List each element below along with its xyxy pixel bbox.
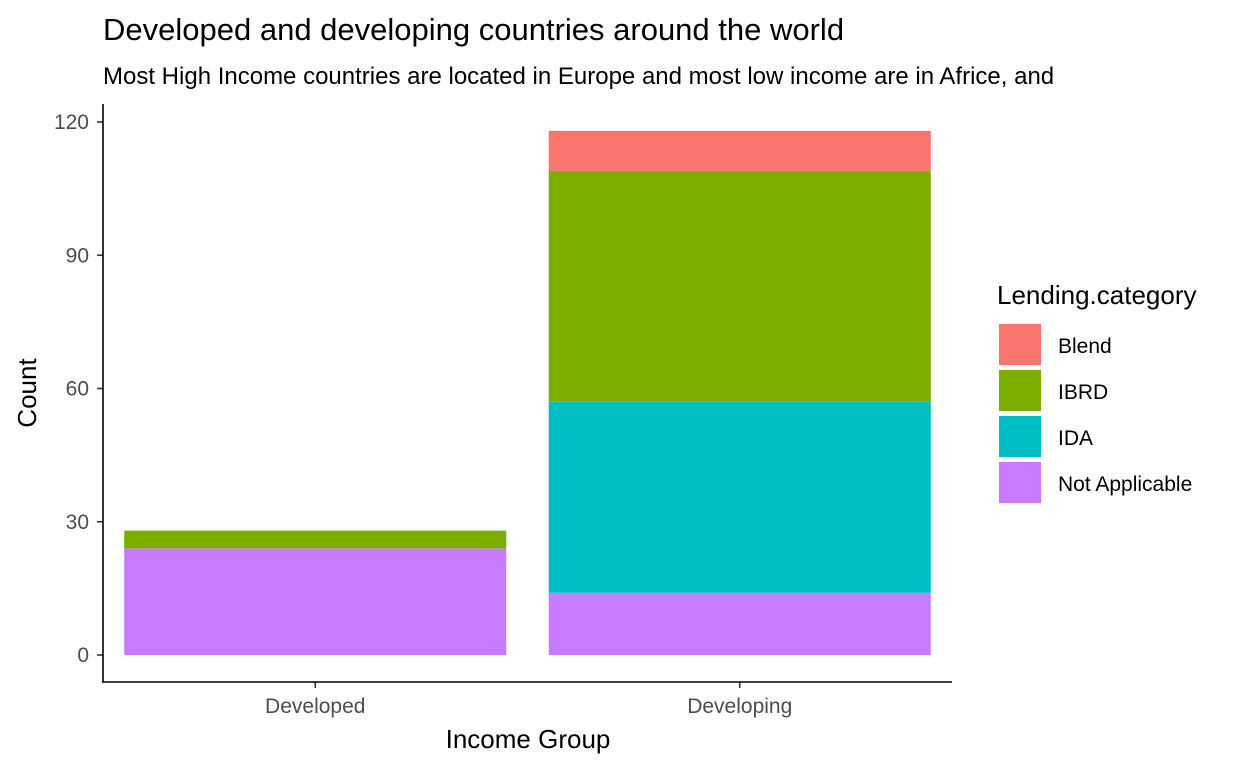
legend-swatch bbox=[999, 370, 1041, 411]
bar-segment bbox=[124, 530, 507, 549]
chart-subtitle: Most High Income countries are located i… bbox=[103, 63, 1054, 90]
bars-group bbox=[124, 130, 931, 655]
y-axis-title: Count bbox=[12, 358, 42, 428]
x-axis-ticks: Developed Developing bbox=[265, 682, 792, 718]
bar-segment bbox=[548, 130, 931, 171]
legend-label: IBRD bbox=[1058, 381, 1108, 404]
legend-label: Not Applicable bbox=[1058, 473, 1192, 496]
x-tick-label: Developing bbox=[687, 695, 792, 718]
legend: Lending.category Blend IBRD IDA Not Applica… bbox=[997, 280, 1196, 503]
legend-title: Lending.category bbox=[997, 280, 1196, 310]
legend-label: IDA bbox=[1058, 427, 1093, 450]
y-tick-label: 90 bbox=[66, 244, 89, 267]
legend-swatch bbox=[999, 462, 1041, 503]
y-tick-label: 30 bbox=[66, 511, 89, 534]
legend-items: Blend IBRD IDA Not Applicable bbox=[999, 324, 1192, 503]
legend-label: Blend bbox=[1058, 335, 1112, 358]
bar-segment bbox=[548, 170, 931, 402]
x-tick-label: Developed bbox=[265, 695, 365, 718]
bar-segment bbox=[548, 401, 931, 593]
legend-swatch bbox=[999, 324, 1041, 365]
bar-segment bbox=[124, 548, 507, 655]
x-axis-title: Income Group bbox=[446, 724, 611, 754]
y-tick-label: 120 bbox=[54, 111, 89, 134]
legend-swatch bbox=[999, 416, 1041, 457]
chart-title: Developed and developing countries aroun… bbox=[103, 12, 844, 47]
bar-segment bbox=[548, 592, 931, 655]
y-tick-label: 60 bbox=[66, 378, 89, 401]
y-axis-ticks: 0 30 60 90 120 bbox=[54, 111, 103, 667]
y-tick-label: 0 bbox=[77, 644, 89, 667]
